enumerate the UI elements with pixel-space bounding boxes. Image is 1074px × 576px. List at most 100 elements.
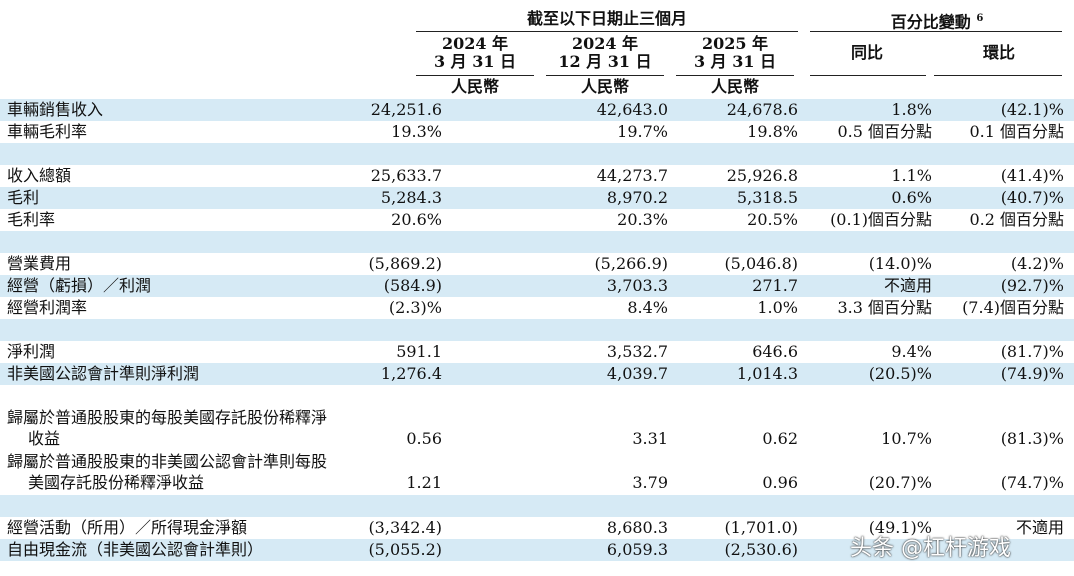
currency-label-3: 人民幣 bbox=[710, 77, 759, 96]
row-value-v2: 8,680.3 bbox=[606, 518, 668, 537]
table-row: 收入總額 25,633.7 44,273.7 25,926.8 1.1% (41.4)% bbox=[0, 165, 1074, 187]
group-header-pct-change: 百分比變動 6 bbox=[812, 10, 1062, 31]
row-value-v3: (1,701.0) bbox=[724, 518, 798, 537]
row-value-v5: (41.4)% bbox=[1000, 166, 1064, 185]
table-row bbox=[0, 495, 1074, 517]
row-value-v2: 3,703.3 bbox=[606, 276, 668, 295]
row-label: 經營活動（所用）／所得現金淨額 bbox=[7, 518, 248, 537]
row-value-v4: 1.8% bbox=[891, 100, 932, 119]
row-value-v3: (5,046.8) bbox=[724, 254, 798, 273]
row-value-v1: 19.3% bbox=[391, 122, 442, 141]
row-label: 車輛毛利率 bbox=[7, 122, 88, 141]
row-value-v5: (74.7)% bbox=[1000, 473, 1064, 492]
table-row bbox=[0, 231, 1074, 253]
date-underline-2 bbox=[546, 75, 664, 76]
col-header-1: 2024 年 3 月 31 日 bbox=[416, 35, 534, 71]
watermark: 头条 @杠杆游戏 bbox=[850, 536, 1011, 561]
col-header-3: 2025 年 3 月 31 日 bbox=[676, 35, 794, 71]
row-label: 毛利 bbox=[7, 188, 40, 207]
row-value-v5: 0.1 個百分點 bbox=[969, 122, 1064, 141]
col1-year: 2024 年 bbox=[441, 34, 509, 53]
row-value-v5: (40.7)% bbox=[1000, 188, 1064, 207]
row-value-v5: (42.1)% bbox=[1000, 100, 1064, 119]
row-value-v4: (20.7)% bbox=[868, 473, 932, 492]
row-value-v2: 19.7% bbox=[617, 122, 668, 141]
row-value-v2: 3,532.7 bbox=[606, 342, 668, 361]
date-underline-1 bbox=[416, 75, 534, 76]
currency-label-1: 人民幣 bbox=[450, 77, 499, 96]
row-label-continuation: 收益 bbox=[28, 429, 61, 448]
row-value-v3: 271.7 bbox=[752, 276, 798, 295]
group-header-three-months: 截至以下日期止三個月 bbox=[526, 9, 687, 28]
row-value-v1: (584.9) bbox=[383, 276, 442, 295]
row-value-v1: 5,284.3 bbox=[380, 188, 442, 207]
row-value-v3: 25,926.8 bbox=[726, 166, 798, 185]
row-value-v1: 24,251.6 bbox=[370, 100, 442, 119]
row-value-v2: 20.3% bbox=[617, 210, 668, 229]
table-row: 歸屬於普通股股東的非美國公認會計準則每股 美國存託股份稀釋淨收益 1.21 3.79 0… bbox=[0, 451, 1074, 495]
row-value-v2: 3.31 bbox=[632, 429, 668, 448]
row-value-v5: (74.9)% bbox=[1000, 364, 1064, 383]
row-value-v5: (92.7)% bbox=[1000, 276, 1064, 295]
table-row: 經營利潤率 (2.3)% 8.4% 1.0% 3.3 個百分點 (7.4)個百分點 bbox=[0, 297, 1074, 319]
row-value-v4: (20.5)% bbox=[868, 364, 932, 383]
row-value-v3: 0.62 bbox=[762, 429, 798, 448]
col3-date: 3 月 31 日 bbox=[693, 52, 777, 71]
row-label-continuation: 美國存託股份稀釋淨收益 bbox=[28, 473, 205, 492]
table-row: 車輛銷售收入 24,251.6 42,643.0 24,678.6 1.8% (42.1)… bbox=[0, 99, 1074, 121]
table-row: 經營活動（所用）／所得現金淨額 (3,342.4) 8,680.3 (1,701.0)… bbox=[0, 517, 1074, 539]
row-value-v5: (81.7)% bbox=[1000, 342, 1064, 361]
row-label: 歸屬於普通股股東的非美國公認會計準則每股 bbox=[7, 452, 328, 471]
col3-year: 2025 年 bbox=[701, 34, 769, 53]
row-value-v1: (5,055.2) bbox=[368, 540, 442, 559]
row-value-v5: (81.3)% bbox=[1000, 429, 1064, 448]
table-row: 經營（虧損）／利潤 (584.9) 3,703.3 271.7 不適用 (92.7)% bbox=[0, 275, 1074, 297]
col-header-2: 2024 年 12 月 31 日 bbox=[546, 35, 664, 71]
row-label: 淨利潤 bbox=[7, 342, 56, 361]
row-value-v2: 8.4% bbox=[627, 298, 668, 317]
row-value-v3: 646.6 bbox=[752, 342, 798, 361]
group-underline-right bbox=[810, 31, 1062, 32]
row-label: 非美國公認會計準則淨利潤 bbox=[7, 364, 200, 383]
date-underline-3 bbox=[676, 75, 794, 76]
table-row bbox=[0, 319, 1074, 341]
table-row: 車輛毛利率 19.3% 19.7% 19.8% 0.5 個百分點 0.1 個百分點 bbox=[0, 121, 1074, 143]
row-label: 自由現金流（非美國公認會計準則） bbox=[7, 540, 264, 559]
row-label: 歸屬於普通股股東的每股美國存託股份稀釋淨 bbox=[7, 408, 328, 427]
row-value-v4: 9.4% bbox=[891, 342, 932, 361]
row-value-v5: (7.4)個百分點 bbox=[962, 298, 1064, 317]
table-row bbox=[0, 143, 1074, 165]
row-value-v4: 10.7% bbox=[881, 429, 932, 448]
row-value-v2: 42,643.0 bbox=[596, 100, 668, 119]
table-row: 淨利潤 591.1 3,532.7 646.6 9.4% (81.7)% bbox=[0, 341, 1074, 363]
col1-date: 3 月 31 日 bbox=[433, 52, 517, 71]
table-row: 歸屬於普通股股東的每股美國存託股份稀釋淨 收益 0.56 3.31 0.62 10.7% (… bbox=[0, 407, 1074, 451]
row-value-v3: (2,530.6) bbox=[724, 540, 798, 559]
row-value-v3: 19.8% bbox=[747, 122, 798, 141]
col-header-qoq: 環比 bbox=[982, 43, 1015, 62]
row-value-v1: (5,869.2) bbox=[368, 254, 442, 273]
row-value-v4: (49.1)% bbox=[868, 518, 932, 537]
row-value-v2: 44,273.7 bbox=[596, 166, 668, 185]
col-header-yoy: 同比 bbox=[850, 43, 883, 62]
row-label: 營業費用 bbox=[7, 254, 72, 273]
table-row: 毛利率 20.6% 20.3% 20.5% (0.1)個百分點 0.2 個百分點 bbox=[0, 209, 1074, 231]
row-value-v1: 25,633.7 bbox=[370, 166, 442, 185]
row-value-v1: (3,342.4) bbox=[368, 518, 442, 537]
row-value-v5: (4.2)% bbox=[1010, 254, 1064, 273]
row-value-v5: 不適用 bbox=[1015, 518, 1064, 537]
footnote-marker: 6 bbox=[976, 13, 984, 24]
row-value-v2: 8,970.2 bbox=[606, 188, 668, 207]
row-value-v3: 20.5% bbox=[747, 210, 798, 229]
row-value-v1: (2.3)% bbox=[388, 298, 442, 317]
row-value-v4: 1.1% bbox=[891, 166, 932, 185]
row-value-v1: 1.21 bbox=[406, 473, 442, 492]
row-value-v4: 0.5 個百分點 bbox=[837, 122, 932, 141]
row-value-v3: 1.0% bbox=[757, 298, 798, 317]
row-value-v2: 4,039.7 bbox=[606, 364, 668, 383]
row-value-v1: 20.6% bbox=[391, 210, 442, 229]
table-row: 營業費用 (5,869.2) (5,266.9) (5,046.8) (14.0)% (4… bbox=[0, 253, 1074, 275]
row-label: 毛利率 bbox=[7, 210, 56, 229]
row-value-v1: 1,276.4 bbox=[380, 364, 442, 383]
row-value-v3: 1,014.3 bbox=[736, 364, 798, 383]
